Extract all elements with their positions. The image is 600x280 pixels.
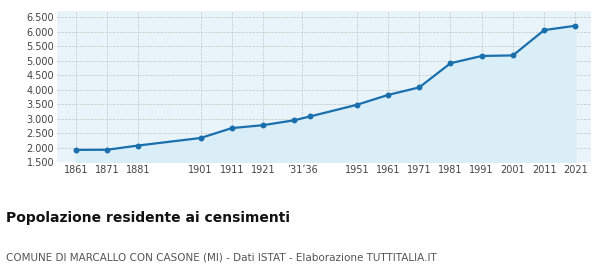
- Point: [446, 61, 455, 66]
- Point: [539, 28, 549, 32]
- Text: COMUNE DI MARCALLO CON CASONE (MI) - Dati ISTAT - Elaborazione TUTTITALIA.IT: COMUNE DI MARCALLO CON CASONE (MI) - Dat…: [6, 252, 437, 262]
- Point: [383, 93, 393, 97]
- Point: [227, 126, 236, 130]
- Point: [71, 148, 80, 152]
- Point: [352, 102, 362, 107]
- Text: Popolazione residente ai censimenti: Popolazione residente ai censimenti: [6, 211, 290, 225]
- Point: [508, 53, 518, 58]
- Point: [102, 148, 112, 152]
- Point: [477, 54, 487, 58]
- Point: [305, 114, 315, 119]
- Point: [259, 123, 268, 127]
- Point: [415, 85, 424, 90]
- Point: [571, 24, 580, 28]
- Point: [196, 136, 205, 140]
- Point: [133, 143, 143, 148]
- Point: [290, 118, 299, 122]
